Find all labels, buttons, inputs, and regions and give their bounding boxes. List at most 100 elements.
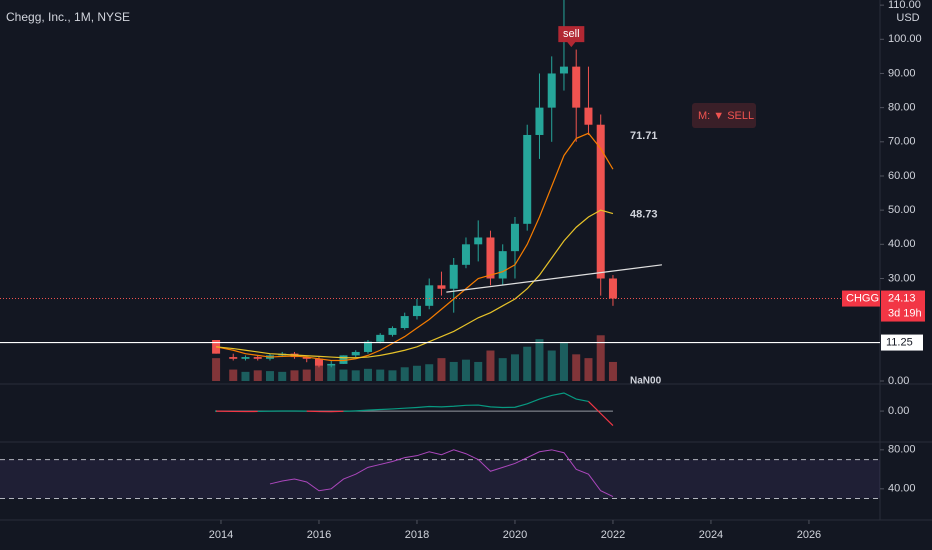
candle-body bbox=[314, 358, 323, 366]
candle-body bbox=[584, 107, 593, 125]
x-tick-label: 2022 bbox=[601, 529, 625, 541]
y-tick-label: 90.00 bbox=[888, 67, 916, 79]
candle-body bbox=[572, 66, 581, 108]
volume-bar bbox=[290, 370, 299, 381]
volume-bar bbox=[461, 359, 470, 381]
volume-bar bbox=[498, 358, 507, 381]
y-tick-label: 110.00 bbox=[888, 0, 921, 11]
signal-box bbox=[692, 103, 756, 128]
candle-body bbox=[486, 237, 495, 279]
candle-body bbox=[376, 334, 385, 342]
candle-body bbox=[523, 134, 532, 224]
volume-label: NaN00 bbox=[630, 376, 662, 387]
line bbox=[215, 132, 614, 362]
volume-bar bbox=[351, 370, 360, 381]
volume-bar bbox=[535, 339, 544, 381]
y-tick-label: 50.00 bbox=[888, 204, 916, 216]
candle-body bbox=[339, 355, 348, 364]
trendline bbox=[446, 264, 663, 293]
candle-body bbox=[559, 66, 568, 74]
x-tick-label: 2016 bbox=[307, 529, 331, 541]
last-price-label: 24.13 bbox=[888, 292, 916, 304]
volume-bar bbox=[212, 358, 221, 381]
candle-body bbox=[535, 107, 544, 135]
y-tick-label: 40.00 bbox=[888, 238, 916, 250]
x-tick-label: 2014 bbox=[209, 529, 233, 541]
volume-bar bbox=[474, 361, 483, 381]
volume-bar bbox=[388, 370, 397, 381]
line bbox=[306, 410, 344, 413]
chart-title: Chegg, Inc., 1M, NYSE bbox=[6, 10, 130, 24]
candle-body bbox=[498, 251, 507, 279]
candle-body bbox=[510, 223, 519, 252]
y-tick-label: 60.00 bbox=[888, 170, 916, 182]
y-tick-label: 30.00 bbox=[888, 272, 916, 284]
level-badge bbox=[881, 334, 923, 351]
price-badge bbox=[881, 290, 925, 322]
sell-badge bbox=[558, 26, 585, 48]
candle-body bbox=[474, 237, 483, 245]
volume-bar bbox=[437, 358, 446, 381]
countdown-label: 3d 19h bbox=[888, 307, 922, 319]
volume-bar bbox=[253, 370, 262, 381]
volume-bar bbox=[596, 335, 605, 381]
candle-body bbox=[229, 357, 238, 359]
volume-bar bbox=[510, 354, 519, 381]
y-tick-label: 70.00 bbox=[888, 136, 916, 148]
candle-body bbox=[547, 73, 556, 108]
candle-body bbox=[302, 357, 311, 359]
volume-bar bbox=[278, 371, 287, 381]
volume-bar bbox=[229, 369, 238, 381]
candle-body bbox=[388, 328, 397, 335]
x-tick-label: 2024 bbox=[699, 529, 723, 541]
x-tick-label: 2020 bbox=[503, 529, 527, 541]
x-tick-label: 2018 bbox=[405, 529, 429, 541]
symbol-badge bbox=[842, 290, 880, 307]
volume-bar bbox=[608, 361, 617, 381]
volume-bar bbox=[486, 350, 495, 381]
candle-body bbox=[449, 264, 458, 289]
volume-bar bbox=[412, 365, 421, 381]
sell-label: sell bbox=[563, 28, 580, 40]
y-tick-label: 80.00 bbox=[888, 102, 916, 114]
candle-body bbox=[608, 278, 617, 299]
candle-body bbox=[363, 341, 372, 352]
volume-bar bbox=[449, 361, 458, 381]
volume-bar bbox=[363, 368, 372, 381]
volume-bar bbox=[425, 364, 434, 381]
y-tick-label: 0.00 bbox=[888, 405, 909, 417]
x-tick-label: 2026 bbox=[797, 529, 821, 541]
volume-bar bbox=[314, 361, 323, 381]
candle-body bbox=[351, 351, 360, 356]
volume-bar bbox=[559, 342, 568, 381]
band-fill bbox=[0, 459, 880, 499]
volume-bar bbox=[241, 371, 250, 381]
candle-body bbox=[241, 357, 250, 359]
candle-body bbox=[461, 244, 470, 265]
candle-body bbox=[327, 363, 336, 366]
line bbox=[216, 209, 614, 359]
line bbox=[343, 392, 589, 412]
volume-bar bbox=[400, 367, 409, 381]
currency: USD bbox=[896, 12, 919, 24]
candle-body bbox=[253, 357, 262, 359]
volume-bar bbox=[265, 371, 274, 381]
volume-bar bbox=[376, 369, 385, 381]
symbol-label: CHGG bbox=[846, 292, 879, 304]
candle-body bbox=[400, 316, 409, 329]
price-label: 71.71 bbox=[630, 130, 658, 142]
line bbox=[588, 401, 614, 426]
candle-body bbox=[412, 305, 421, 317]
volume-bar bbox=[523, 346, 532, 381]
candle-body bbox=[437, 285, 446, 289]
volume-bar bbox=[547, 350, 556, 381]
y-tick-label: 100.00 bbox=[888, 33, 922, 45]
volume-bar bbox=[302, 369, 311, 381]
level-label: 11.25 bbox=[886, 336, 913, 348]
price-label: 48.73 bbox=[630, 208, 658, 220]
candle-body bbox=[596, 124, 605, 279]
volume-bar bbox=[339, 369, 348, 381]
